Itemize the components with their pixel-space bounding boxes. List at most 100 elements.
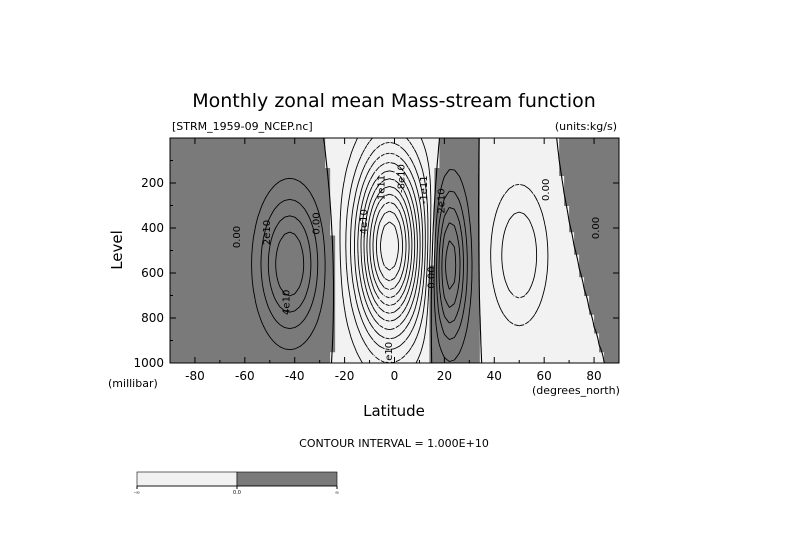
positive-shading-cell	[259, 299, 266, 304]
positive-shading-cell	[279, 231, 286, 236]
positive-shading-cell	[179, 220, 186, 225]
positive-shading-cell	[594, 224, 600, 229]
positive-shading-cell	[254, 171, 261, 176]
positive-shading-cell	[584, 138, 590, 143]
positive-shading-cell	[259, 269, 266, 274]
positive-shading-cell	[244, 310, 251, 315]
positive-shading-cell	[444, 243, 450, 248]
positive-shading-cell	[249, 145, 256, 150]
positive-shading-cell	[224, 145, 231, 150]
positive-shading-cell	[294, 153, 301, 158]
positive-shading-cell	[199, 175, 206, 180]
positive-shading-cell	[274, 171, 281, 176]
positive-shading-cell	[209, 194, 216, 199]
positive-shading-cell	[469, 168, 475, 173]
positive-shading-cell	[609, 235, 615, 240]
positive-shading-cell	[229, 276, 236, 281]
positive-shading-cell	[174, 243, 181, 248]
positive-shading-cell	[174, 336, 181, 341]
positive-shading-cell	[609, 306, 615, 311]
positive-shading-cell	[239, 156, 246, 161]
positive-contour-line	[275, 222, 461, 308]
positive-shading-cell	[264, 314, 271, 319]
positive-shading-cell	[264, 258, 271, 263]
positive-shading-cell	[209, 168, 216, 173]
positive-shading-cell	[194, 171, 201, 176]
positive-shading-cell	[174, 231, 181, 236]
positive-shading-cell	[199, 201, 206, 206]
positive-shading-cell	[459, 299, 465, 304]
positive-shading-cell	[269, 228, 276, 233]
positive-shading-cell	[264, 291, 271, 296]
positive-shading-cell	[599, 149, 605, 154]
positive-shading-cell	[189, 291, 196, 296]
positive-shading-cell	[324, 280, 331, 285]
positive-shading-cell	[604, 213, 610, 218]
positive-shading-cell	[309, 145, 316, 150]
positive-shading-cell	[249, 164, 256, 169]
positive-shading-cell	[224, 235, 231, 240]
positive-shading-cell	[449, 190, 455, 195]
positive-shading-cell	[324, 314, 331, 319]
positive-shading-cell	[589, 284, 595, 289]
positive-shading-cell	[274, 336, 281, 341]
positive-shading-cell	[284, 351, 291, 356]
positive-shading-cell	[469, 224, 475, 229]
positive-shading-cell	[269, 239, 276, 244]
positive-shading-cell	[264, 171, 271, 176]
positive-shading-cell	[564, 156, 570, 161]
positive-shading-cell	[284, 149, 291, 154]
positive-shading-cell	[559, 168, 565, 173]
positive-shading-cell	[454, 299, 460, 304]
positive-shading-cell	[299, 231, 306, 236]
positive-shading-cell	[319, 333, 326, 338]
positive-shading-cell	[444, 314, 450, 319]
positive-shading-cell	[174, 160, 181, 165]
positive-shading-cell	[219, 179, 226, 184]
positive-shading-cell	[604, 141, 610, 146]
positive-shading-cell	[469, 190, 475, 195]
positive-shading-cell	[464, 186, 470, 191]
positive-shading-cell	[229, 186, 236, 191]
positive-shading-cell	[179, 329, 186, 334]
positive-shading-cell	[574, 239, 580, 244]
positive-shading-cell	[444, 224, 450, 229]
positive-shading-cell	[614, 273, 619, 278]
positive-shading-cell	[589, 254, 595, 259]
positive-shading-cell	[444, 310, 450, 315]
positive-shading-cell	[244, 138, 251, 143]
positive-shading-cell	[244, 149, 251, 154]
positive-shading-cell	[239, 340, 246, 345]
positive-shading-cell	[594, 141, 600, 146]
positive-shading-cell	[264, 194, 271, 199]
positive-shading-cell	[574, 149, 580, 154]
positive-shading-cell	[179, 246, 186, 251]
positive-shading-cell	[234, 336, 241, 341]
positive-shading-cell	[249, 235, 256, 240]
positive-shading-cell	[309, 295, 316, 300]
positive-shading-cell	[229, 351, 236, 356]
positive-shading-cell	[274, 179, 281, 184]
positive-shading-cell	[584, 186, 590, 191]
positive-shading-cell	[594, 186, 600, 191]
positive-shading-cell	[474, 280, 480, 285]
positive-shading-cell	[234, 168, 241, 173]
positive-shading-cell	[604, 171, 610, 176]
positive-shading-cell	[289, 336, 296, 341]
positive-shading-cell	[449, 160, 455, 165]
positive-shading-cell	[254, 265, 261, 270]
positive-shading-cell	[229, 216, 236, 221]
positive-shading-cell	[449, 183, 455, 188]
positive-shading-cell	[319, 145, 326, 150]
positive-shading-cell	[264, 355, 271, 360]
positive-shading-cell	[304, 138, 311, 143]
positive-shading-cell	[599, 164, 605, 169]
positive-shading-cell	[444, 325, 450, 330]
positive-shading-cell	[179, 340, 186, 345]
positive-shading-cell	[434, 359, 440, 363]
positive-shading-cell	[189, 269, 196, 274]
contour-interval: CONTOUR INTERVAL = 1.000E+10	[299, 437, 489, 450]
positive-shading-cell	[584, 273, 590, 278]
positive-shading-cell	[314, 209, 321, 214]
positive-shading-cell	[614, 284, 619, 289]
